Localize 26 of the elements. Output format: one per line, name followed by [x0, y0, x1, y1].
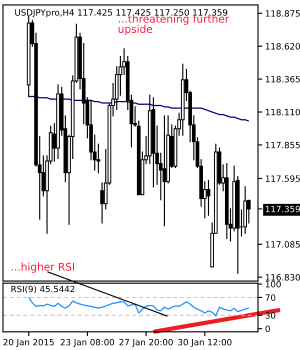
y-tick-label: 117.085: [266, 241, 300, 248]
line-series: [28, 296, 250, 316]
x-tick-label: 27 Jan 20:00: [119, 338, 173, 348]
y-tick-label: 116.830: [266, 274, 300, 281]
y-tick-label: 118.875: [266, 10, 300, 17]
y-tick-label: 118.110: [266, 108, 300, 116]
y-tick-label: 0: [266, 326, 270, 332]
y-tick-label: 117.595: [266, 175, 300, 182]
candlestick: [206, 180, 210, 216]
chart-title: USDJPYpro,H4 117.425 117.425 117.250 117.359: [15, 9, 228, 18]
y-tick-label: 117.855: [266, 142, 300, 148]
candlestick: [100, 182, 104, 224]
line-series: [28, 96, 250, 122]
annotation: ...higher RSI: [12, 262, 74, 273]
candlestick: [162, 115, 166, 226]
y-tick-label: 30: [266, 312, 276, 319]
y-tick-label: 70: [266, 294, 276, 301]
x-tick-label: 20 Jan 2015: [4, 338, 54, 348]
annotation: ...threatening further upside: [118, 14, 230, 35]
x-tick-label: 23 Jan 08:00: [60, 338, 114, 348]
y-tick-label: 118.620: [266, 43, 300, 50]
y-tick-label: 100: [266, 280, 281, 288]
chart-title: RSI(9) 45.5442: [11, 286, 74, 294]
x-tick-label: 30 Jan 12:00: [178, 338, 232, 348]
y-tick-label: 118.365: [266, 76, 300, 82]
y-tick-label: 117.359: [266, 206, 300, 212]
